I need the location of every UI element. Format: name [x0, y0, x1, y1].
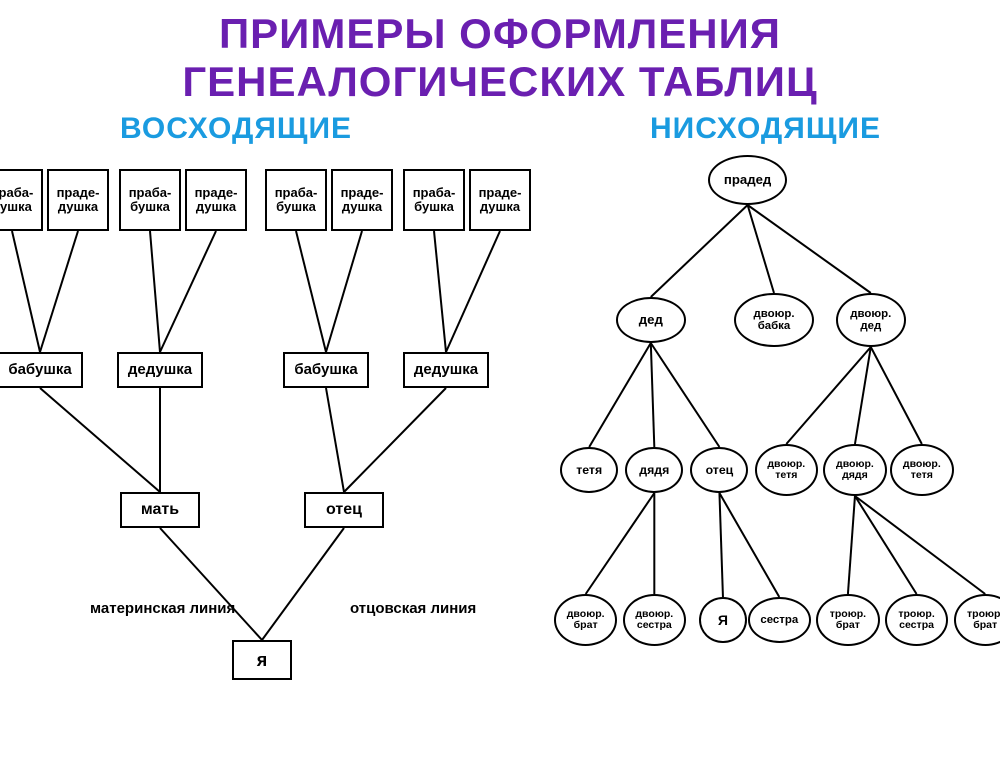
subtitle-right: НИСХОДЯЩИЕ: [650, 112, 881, 146]
tree-node: Я: [699, 597, 747, 643]
tree-caption: отцовская линия: [350, 600, 476, 617]
tree-node: троюр.брат: [816, 594, 879, 646]
tree-node: двоюр.бабка: [734, 293, 813, 347]
tree-node: мать: [120, 492, 200, 528]
tree-node: дядя: [625, 447, 683, 493]
tree-node: отец: [690, 447, 748, 493]
page-title-line2: ГЕНЕАЛОГИЧЕСКИХ ТАБЛИЦ: [0, 58, 1000, 106]
tree-node: отец: [304, 492, 384, 528]
tree-node: двоюр.сестра: [623, 594, 686, 646]
tree-node: праде-душка: [185, 169, 247, 231]
tree-node: праде-душка: [469, 169, 531, 231]
tree-node: двоюр.дядя: [823, 444, 886, 496]
tree-node: прадед: [708, 155, 787, 205]
tree-node: дед: [616, 297, 686, 343]
tree-node: бабушка: [0, 352, 83, 388]
tree-node: двоюр.дед: [836, 293, 906, 347]
tree-node: тетя: [560, 447, 618, 493]
page-title-line1: ПРИМЕРЫ ОФОРМЛЕНИЯ: [0, 10, 1000, 58]
tree-node: двоюр.брат: [554, 594, 617, 646]
tree-node: дедушка: [117, 352, 203, 388]
tree-node: троюр.брат: [954, 594, 1000, 646]
tree-node: двоюр.тетя: [755, 444, 818, 496]
subtitle-left: ВОСХОДЯЩИЕ: [120, 112, 352, 146]
tree-node: праба-бушка: [403, 169, 465, 231]
tree-node: сестра: [748, 597, 811, 643]
tree-node: троюр.сестра: [885, 594, 948, 646]
tree-caption: материнская линия: [90, 600, 235, 617]
tree-node: праде-душка: [331, 169, 393, 231]
tree-node: праба-бушка: [0, 169, 43, 231]
tree-node: бабушка: [283, 352, 369, 388]
tree-node: праба-бушка: [119, 169, 181, 231]
tree-node: праде-душка: [47, 169, 109, 231]
tree-node: дедушка: [403, 352, 489, 388]
tree-node: я: [232, 640, 292, 680]
tree-node: двоюр.тетя: [890, 444, 953, 496]
tree-node: праба-бушка: [265, 169, 327, 231]
